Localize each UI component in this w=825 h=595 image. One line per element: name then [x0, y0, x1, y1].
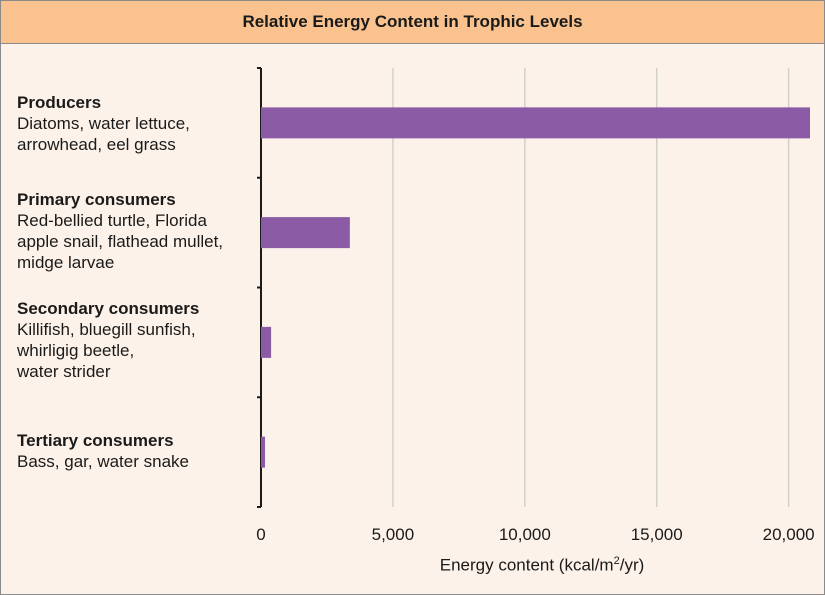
- category-label-producers: Producers Diatoms, water lettuce, arrowh…: [17, 92, 257, 155]
- category-examples: Diatoms, water lettuce, arrowhead, eel g…: [17, 114, 190, 154]
- x-tick-label: 10,000: [499, 525, 551, 544]
- x-tick-label: 0: [256, 525, 265, 544]
- x-tick-label: 20,000: [763, 525, 815, 544]
- category-name: Primary consumers: [17, 190, 176, 209]
- category-examples: Killifish, bluegill sunfish, whirligig b…: [17, 320, 196, 381]
- category-name: Secondary consumers: [17, 299, 200, 318]
- bar: [261, 217, 350, 249]
- category-label-primary-consumers: Primary consumers Red-bellied turtle, Fl…: [17, 189, 257, 273]
- bar: [261, 107, 810, 139]
- x-axis-label-unit: /yr): [619, 555, 645, 575]
- x-tick-label: 15,000: [631, 525, 683, 544]
- x-axis-label: Energy content (kcal/m2/yr): [262, 555, 822, 576]
- category-name: Producers: [17, 93, 102, 112]
- category-examples: Red-bellied turtle, Florida apple snail,…: [17, 211, 224, 272]
- bar: [261, 326, 272, 358]
- category-label-tertiary-consumers: Tertiary consumers Bass, gar, water snak…: [17, 430, 257, 472]
- chart-title: Relative Energy Content in Trophic Level…: [1, 1, 824, 44]
- category-name: Tertiary consumers: [17, 431, 174, 450]
- x-axis-label-superscript: 2: [613, 555, 620, 567]
- bar: [261, 436, 265, 468]
- x-tick-label: 5,000: [372, 525, 415, 544]
- category-label-secondary-consumers: Secondary consumers Killifish, bluegill …: [17, 298, 257, 382]
- x-axis-label-text: Energy content (kcal/m: [439, 555, 614, 575]
- category-examples: Bass, gar, water snake: [17, 452, 189, 471]
